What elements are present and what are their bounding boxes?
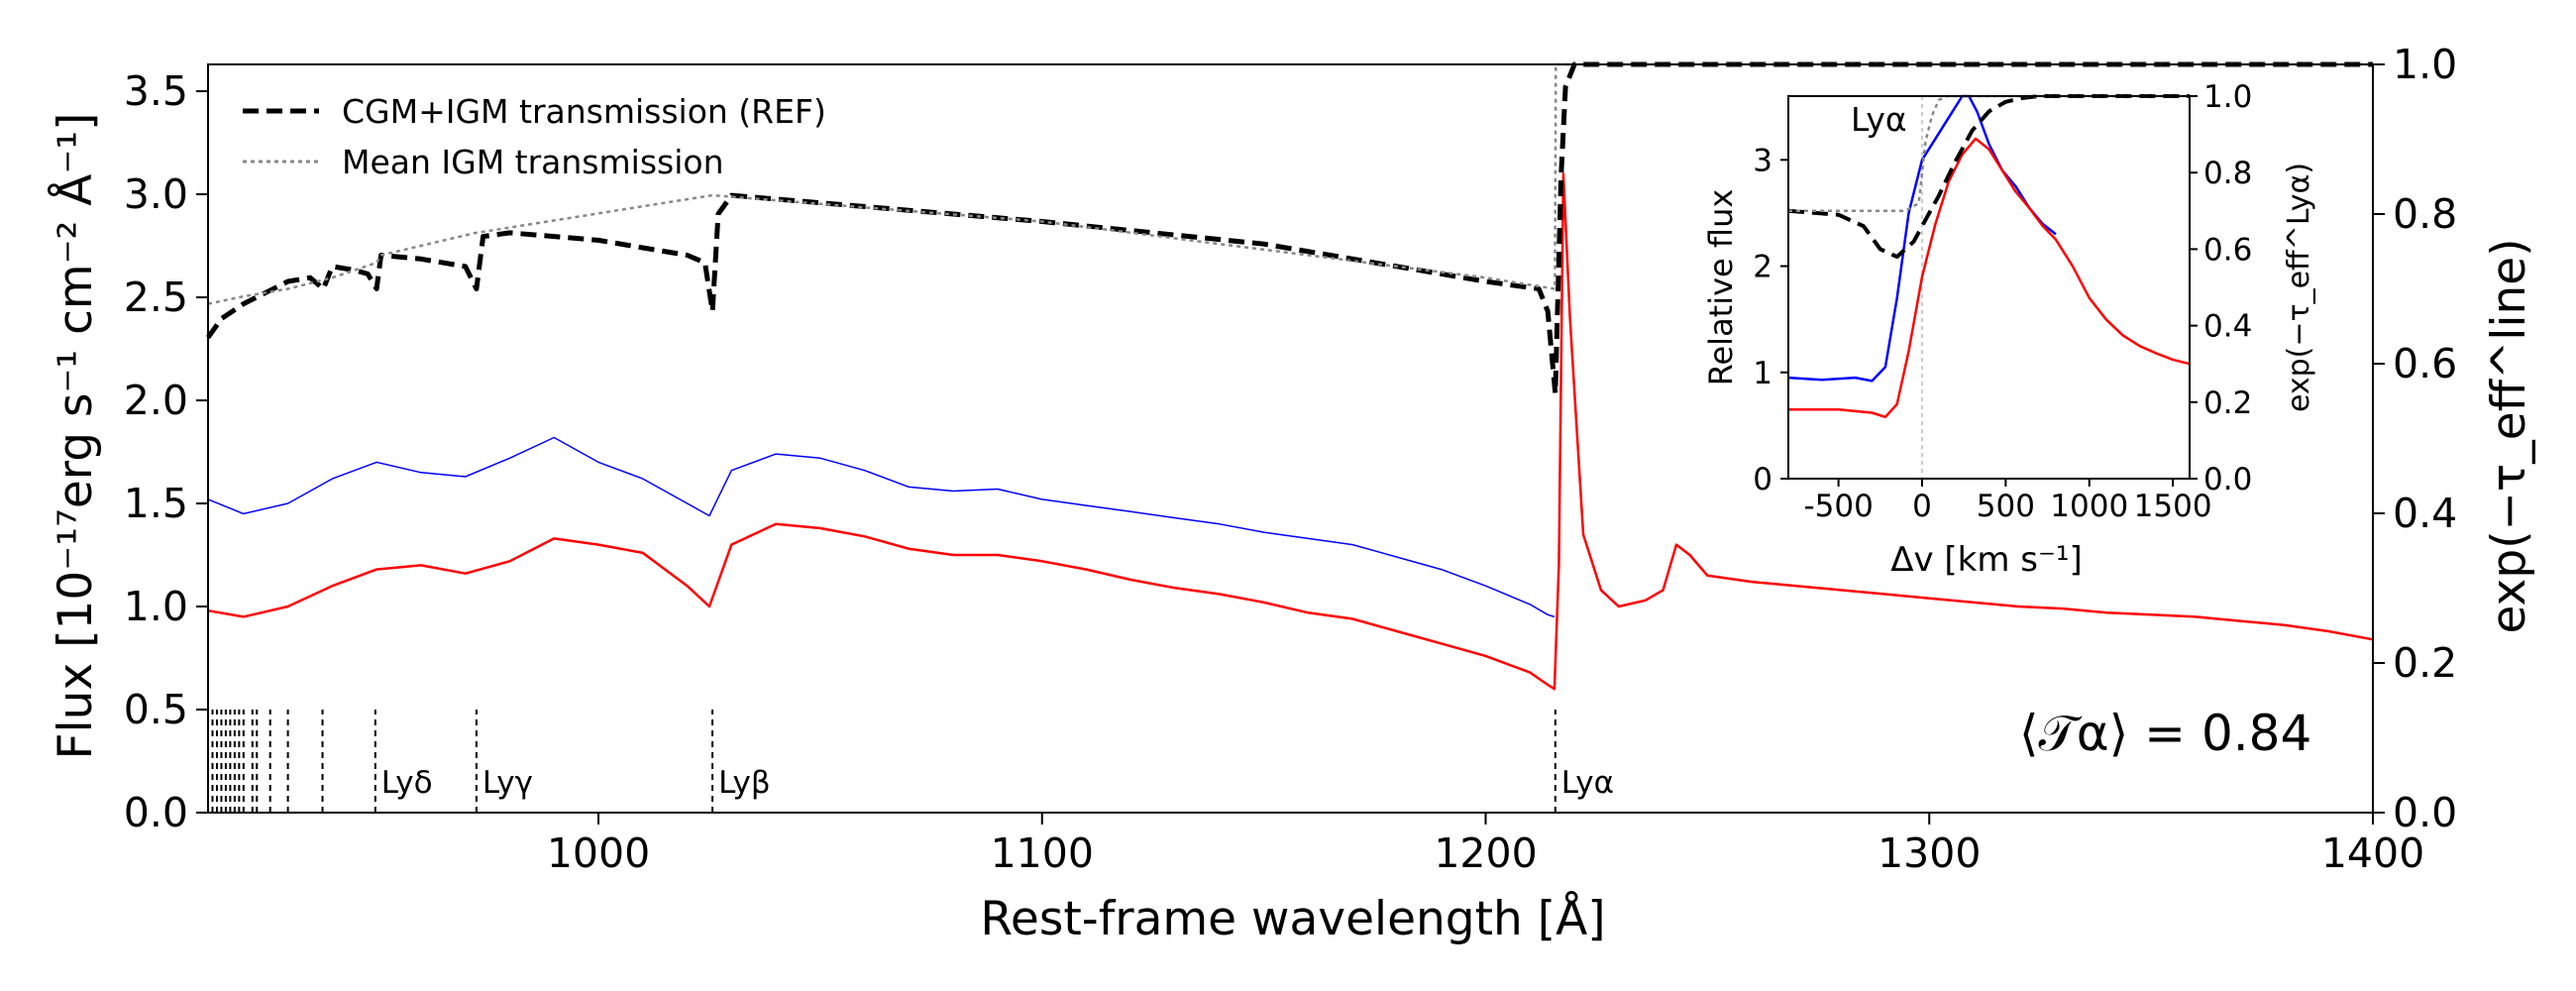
series-line-0 xyxy=(207,436,1556,618)
y-right-tick-label: 0.4 xyxy=(2393,490,2457,537)
inset-x-tick-label: 1000 xyxy=(2050,489,2128,524)
inset-x-axis-title: Δv [km s⁻¹] xyxy=(1890,540,2083,580)
x-tick-label: 1400 xyxy=(2321,829,2424,877)
lyman-line-label: Lyα xyxy=(1561,765,1614,801)
inset-series-line-2 xyxy=(1787,94,2190,260)
series-line-1 xyxy=(207,171,2374,691)
x-tick-label: 1000 xyxy=(547,829,650,877)
inset-y-right-tick-label: 0.4 xyxy=(2203,309,2252,345)
lyman-line-label: Lyβ xyxy=(718,765,771,801)
inset-y-tick-label: 1 xyxy=(1753,356,1772,391)
y-tick-label: 0.0 xyxy=(124,789,188,836)
y-right-axis-title: exp(−τ_eff^line) xyxy=(2482,238,2536,633)
y-tick-label: 3.5 xyxy=(124,67,188,115)
inset-y-right-tick-label: 0.2 xyxy=(2203,385,2252,421)
inset-y-right-tick-label: 0.8 xyxy=(2203,156,2252,191)
x-tick-label: 1300 xyxy=(1878,829,1981,877)
inset-x-tick-label: -500 xyxy=(1803,489,1873,524)
inset-x-tick-label: 1500 xyxy=(2134,489,2212,524)
inset-y-tick-label: 2 xyxy=(1753,250,1772,285)
inset-plot: -500 0 500 1000 1500 0 1 2 3 0.0 0.2 0.4 0.6 0.8 1.0 xyxy=(1753,79,2252,524)
legend: CGM+IGM transmission (REF) Mean IGM tran… xyxy=(243,92,826,181)
y-tick-label: 1.0 xyxy=(124,583,188,630)
x-tick-label: 1100 xyxy=(991,829,1094,877)
inset-title: Lyα xyxy=(1851,100,1907,139)
lyman-line-label: Lyγ xyxy=(483,765,533,801)
inset-background xyxy=(1788,96,2190,479)
inset-y-right-tick-label: 1.0 xyxy=(2203,79,2252,115)
inset-y-tick-label: 3 xyxy=(1753,143,1772,178)
inset-y-right-axis-title: exp(−τ_eff^Lyα) xyxy=(2282,163,2316,412)
legend-mean-label: Mean IGM transmission xyxy=(342,143,723,181)
inset-y-tick-label: 0 xyxy=(1753,462,1772,497)
y-right-tick-label: 0.8 xyxy=(2393,190,2457,238)
y-right-tick-label: 1.0 xyxy=(2393,41,2457,88)
inset-frame xyxy=(1787,95,2191,480)
inset-x-tick-label: 500 xyxy=(1977,489,2035,524)
y-tick-label: 2.5 xyxy=(124,274,188,321)
y-tick-label: 3.0 xyxy=(124,170,188,218)
x-tick-label: 1200 xyxy=(1434,829,1537,877)
lyman-line-label: Lyδ xyxy=(381,765,433,801)
y-right-tick-label: 0.2 xyxy=(2393,639,2457,687)
y-tick-label: 2.0 xyxy=(124,377,188,424)
series-line-3 xyxy=(207,62,2373,305)
inset-x-tick-label: 0 xyxy=(1912,489,1932,524)
inset-series-line-1 xyxy=(1788,137,2191,419)
inset-y-right-tick-label: 0.0 xyxy=(2203,462,2252,497)
inset-series-line-0 xyxy=(1787,94,2057,383)
x-axis-title: Rest-frame wavelength [Å] xyxy=(980,892,1605,946)
inset-y-right-tick-label: 0.6 xyxy=(2203,232,2252,268)
mean-transmission-annotation: ⟨𝒯α⟩ = 0.84 xyxy=(2019,705,2311,762)
y-right-tick-label: 0.6 xyxy=(2393,340,2457,387)
inset-series-line-3 xyxy=(1788,94,2190,213)
y-axis-title: Flux [10⁻¹⁷erg s⁻¹ cm⁻² Å⁻¹] xyxy=(49,113,103,760)
main-plot-frame xyxy=(207,63,2374,814)
y-tick-label: 1.5 xyxy=(124,480,188,527)
legend-ref-label: CGM+IGM transmission (REF) xyxy=(342,92,826,131)
series-line-2 xyxy=(205,61,2373,396)
inset-y-axis-title: Relative flux xyxy=(1702,189,1740,386)
y-right-tick-label: 0.0 xyxy=(2393,789,2457,836)
y-tick-label: 0.5 xyxy=(124,686,188,733)
